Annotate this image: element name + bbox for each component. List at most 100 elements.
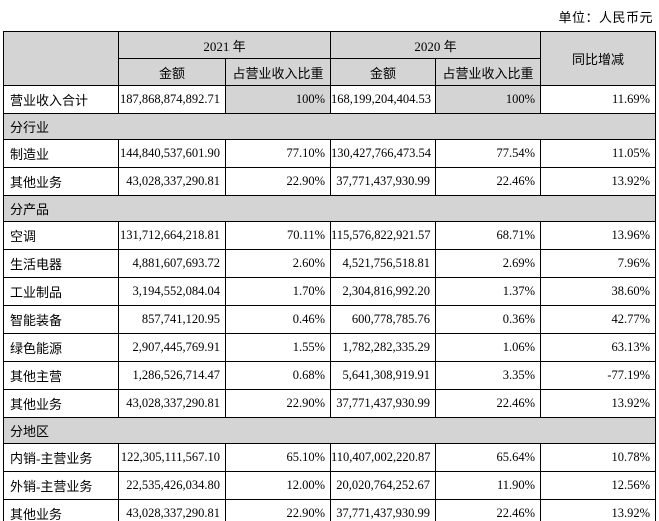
row-label-cell: 生活电器 <box>3 249 119 278</box>
amount-2020-cell: 110,407,002,220.87 <box>330 443 437 472</box>
amount-2021-cell: 187,868,874,892.71 <box>118 85 226 114</box>
share-2020-cell: 22.46% <box>435 499 542 521</box>
share-2021-cell: 100% <box>224 85 332 114</box>
amount-2020-cell: 37,771,437,930.99 <box>330 389 437 418</box>
table-row: 内销-主营业务 122,305,111,567.10 65.10% 110,40… <box>3 443 657 472</box>
yoy-header: 同比增减 <box>540 31 657 86</box>
section-title: 分产品 <box>2 195 657 222</box>
section-title: 分行业 <box>2 113 657 140</box>
amount-2020-cell: 37,771,437,930.99 <box>330 499 437 521</box>
row-label-cell: 绿色能源 <box>3 333 119 362</box>
share-2020-cell: 22.46% <box>435 389 542 418</box>
share-2021-cell: 12.00% <box>224 471 332 500</box>
share-2020-cell: 0.36% <box>435 305 542 334</box>
share-2021-cell: 22.90% <box>224 499 332 521</box>
section-header-row: 分地区 <box>2 417 657 444</box>
table-row: 智能装备 857,741,120.95 0.46% 600,778,785.76… <box>3 305 657 334</box>
amount-2020-cell: 2,304,816,992.20 <box>330 277 437 306</box>
year-2020-header: 2020 年 <box>330 31 542 59</box>
section-header-row: 分产品 <box>2 195 657 222</box>
amount-2021-cell: 43,028,337,290.81 <box>118 389 226 418</box>
share-2020-cell: 65.64% <box>435 443 542 472</box>
amount-2020-cell: 1,782,282,335.29 <box>330 333 437 362</box>
yoy-cell: 13.92% <box>540 389 657 418</box>
table-row: 其他业务 43,028,337,290.81 22.90% 37,771,437… <box>3 389 657 418</box>
share-2020-cell: 77.54% <box>435 139 542 168</box>
yoy-cell: 13.96% <box>540 221 657 250</box>
share-2021-cell: 0.68% <box>224 361 332 390</box>
share-2021-cell: 65.10% <box>224 443 332 472</box>
share-2020-cell: 1.37% <box>435 277 542 306</box>
amount-2021-cell: 2,907,445,769.91 <box>118 333 226 362</box>
row-label-cell: 其他主营 <box>3 361 119 390</box>
amount-2020-cell: 4,521,756,518.81 <box>330 249 437 278</box>
amount-2021-cell: 144,840,537,601.90 <box>118 139 226 168</box>
share-2021-cell: 1.70% <box>224 277 332 306</box>
table-row: 外销-主营业务 22,535,426,034.80 12.00% 20,020,… <box>3 471 657 500</box>
amount-2021-header: 金额 <box>118 58 226 86</box>
yoy-cell: 12.56% <box>540 471 657 500</box>
table-row: 其他业务 43,028,337,290.81 22.90% 37,771,437… <box>3 167 657 196</box>
table-row-total: 营业收入合计 187,868,874,892.71 100% 168,199,2… <box>3 85 657 114</box>
row-label-cell: 工业制品 <box>3 277 119 306</box>
year-2021-header: 2021 年 <box>117 31 332 59</box>
row-label-cell: 内销-主营业务 <box>3 443 119 472</box>
amount-2021-cell: 43,028,337,290.81 <box>118 499 226 521</box>
table-row: 生活电器 4,881,607,693.72 2.60% 4,521,756,51… <box>3 249 657 278</box>
row-label-cell: 其他业务 <box>3 499 119 521</box>
share-2021-cell: 1.55% <box>224 333 332 362</box>
row-label-cell: 其他业务 <box>3 389 119 418</box>
share-2020-cell: 1.06% <box>435 333 542 362</box>
share-2021-header: 占营业收入比重 <box>224 58 332 86</box>
share-2020-cell: 100% <box>435 85 542 114</box>
amount-2020-cell: 130,427,766,473.54 <box>330 139 437 168</box>
amount-2021-cell: 131,712,664,218.81 <box>118 221 226 250</box>
row-label-cell: 智能装备 <box>3 305 119 334</box>
amount-2021-cell: 857,741,120.95 <box>118 305 226 334</box>
table-row: 绿色能源 2,907,445,769.91 1.55% 1,782,282,33… <box>3 333 657 362</box>
row-label-cell: 制造业 <box>3 139 119 168</box>
revenue-breakdown-table: 2021 年 2020 年 同比增减 金额 占营业收入比重 金额 占营业收入比重… <box>2 31 657 521</box>
yoy-cell: -77.19% <box>540 361 657 390</box>
header-row-measures: 金额 占营业收入比重 金额 占营业收入比重 <box>4 58 656 86</box>
table-row: 其他主营 1,286,526,714.47 0.68% 5,641,308,91… <box>3 361 657 390</box>
yoy-cell: 11.69% <box>540 85 657 114</box>
amount-2020-header: 金额 <box>330 58 437 86</box>
header-row-years: 2021 年 2020 年 同比增减 <box>3 31 657 86</box>
table-row: 制造业 144,840,537,601.90 77.10% 130,427,76… <box>3 139 657 168</box>
table-row: 工业制品 3,194,552,084.04 1.70% 2,304,816,99… <box>3 277 657 306</box>
yoy-cell: 10.78% <box>540 443 657 472</box>
amount-2020-cell: 168,199,204,404.53 <box>330 85 437 114</box>
yoy-cell: 11.05% <box>540 139 657 168</box>
share-2020-cell: 2.69% <box>435 249 542 278</box>
share-2021-cell: 77.10% <box>224 139 332 168</box>
share-2020-cell: 68.71% <box>435 221 542 250</box>
amount-2021-cell: 3,194,552,084.04 <box>118 277 226 306</box>
yoy-cell: 63.13% <box>540 333 657 362</box>
table-row: 其他业务 43,028,337,290.81 22.90% 37,771,437… <box>3 499 657 521</box>
row-label-cell: 营业收入合计 <box>3 85 119 114</box>
yoy-cell: 7.96% <box>540 249 657 278</box>
yoy-cell: 13.92% <box>540 499 657 521</box>
row-label-cell: 其他业务 <box>3 167 119 196</box>
share-2020-cell: 22.46% <box>435 167 542 196</box>
amount-2020-cell: 37,771,437,930.99 <box>330 167 437 196</box>
amount-2021-cell: 122,305,111,567.10 <box>118 443 226 472</box>
amount-2021-cell: 1,286,526,714.47 <box>118 361 226 390</box>
unit-label: 单位：人民币元 <box>558 10 653 25</box>
yoy-cell: 42.77% <box>540 305 657 334</box>
section-title: 分地区 <box>2 417 657 444</box>
share-2020-header: 占营业收入比重 <box>435 58 542 86</box>
amount-2021-cell: 22,535,426,034.80 <box>118 471 226 500</box>
section-header-row: 分行业 <box>2 113 657 140</box>
row-label-cell: 空调 <box>3 221 119 250</box>
yoy-cell: 13.92% <box>540 167 657 196</box>
share-2021-cell: 2.60% <box>224 249 332 278</box>
row-label-cell: 外销-主营业务 <box>3 471 119 500</box>
share-2021-cell: 70.11% <box>224 221 332 250</box>
amount-2020-cell: 600,778,785.76 <box>330 305 437 334</box>
share-2020-cell: 11.90% <box>435 471 542 500</box>
yoy-cell: 38.60% <box>540 277 657 306</box>
amount-2021-cell: 43,028,337,290.81 <box>118 167 226 196</box>
